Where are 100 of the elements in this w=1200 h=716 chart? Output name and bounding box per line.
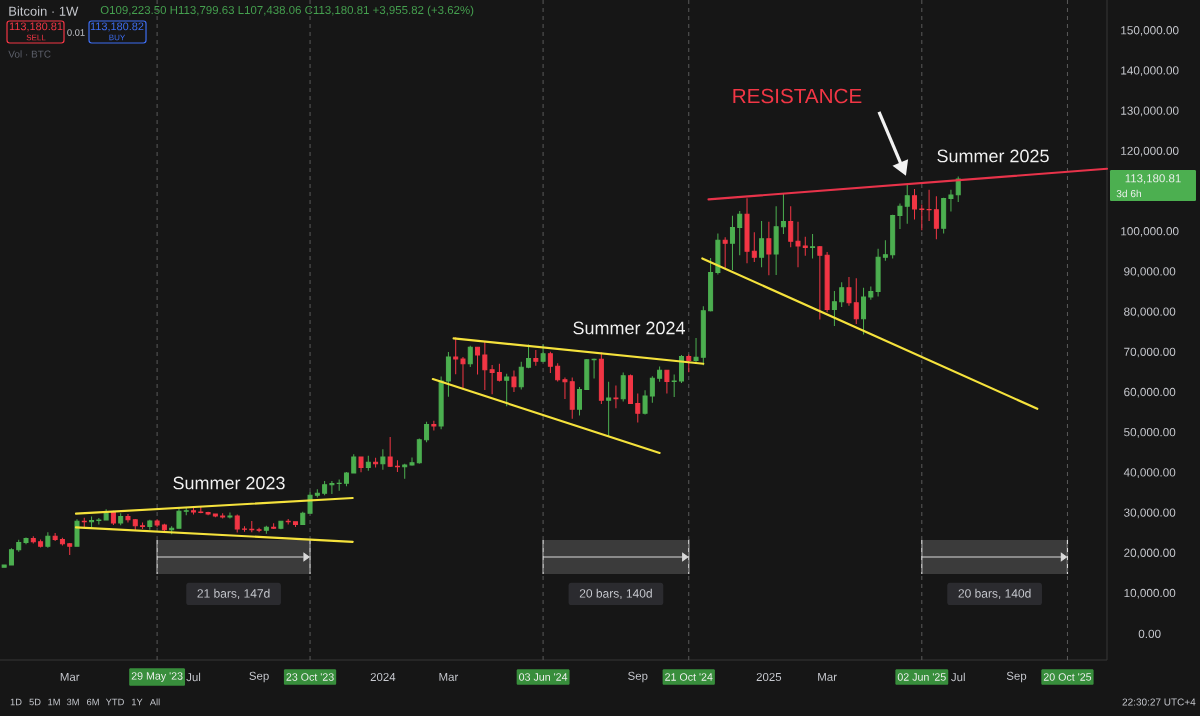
candlestick xyxy=(853,277,859,325)
text: 3M xyxy=(66,698,79,706)
annotation: BUY xyxy=(109,34,126,41)
candlestick xyxy=(941,197,947,235)
candlestick xyxy=(322,480,328,496)
band-label: 20 bars, 140d xyxy=(579,588,652,600)
ref-line-label: 23 Oct '23 xyxy=(286,673,334,681)
candlestick xyxy=(948,189,954,212)
annotation: 113,180.82 xyxy=(90,22,144,32)
candlestick xyxy=(387,436,393,468)
candlestick xyxy=(766,221,772,276)
candlestick xyxy=(824,251,830,313)
annotation: SELL xyxy=(26,34,46,41)
candlestick xyxy=(249,520,255,533)
ref-line-label: 29 May '23 xyxy=(131,672,183,682)
candlestick xyxy=(846,276,852,307)
candlestick xyxy=(504,373,510,407)
candlestick xyxy=(890,214,896,259)
candlestick xyxy=(751,231,757,263)
candlestick xyxy=(868,286,874,301)
text: 1D xyxy=(10,698,22,706)
candlestick xyxy=(715,233,721,276)
y-tick-label: 40,000.00 xyxy=(1123,468,1176,478)
x-tick-label: 2025 xyxy=(756,672,782,682)
candlestick xyxy=(584,358,590,391)
candlestick xyxy=(45,531,51,549)
candlestick xyxy=(555,362,561,382)
candlestick xyxy=(8,547,14,566)
candlestick xyxy=(533,349,539,367)
candlestick xyxy=(810,233,816,259)
candlestick xyxy=(278,520,284,530)
candlestick xyxy=(540,343,546,363)
candlestick xyxy=(642,389,648,415)
candlestick xyxy=(103,508,109,522)
candlestick xyxy=(176,507,182,529)
candlestick xyxy=(882,239,888,262)
candlestick xyxy=(759,220,765,268)
candlestick xyxy=(30,535,36,544)
text: 1M xyxy=(48,698,60,706)
annotation: 0.01 xyxy=(67,29,85,36)
annotation: RESISTANCE xyxy=(733,88,862,104)
candlestick xyxy=(577,386,583,417)
candlestick xyxy=(817,245,823,321)
candlestick xyxy=(453,336,459,375)
candlestick xyxy=(416,438,422,465)
candlestick xyxy=(635,393,641,423)
candlestick xyxy=(147,519,153,531)
candlestick xyxy=(708,257,714,312)
x-tick-label: 2024 xyxy=(370,672,396,682)
candlestick xyxy=(831,290,837,327)
candlestick xyxy=(424,421,430,443)
text: 5D xyxy=(29,698,41,706)
candlestick xyxy=(904,183,910,225)
candlestick xyxy=(242,525,247,533)
candlestick xyxy=(431,420,437,431)
candlestick xyxy=(511,370,517,393)
chart-title: Bitcoin · 1W xyxy=(9,6,79,16)
candlestick xyxy=(1,564,7,569)
candlestick xyxy=(861,287,867,335)
candlestick xyxy=(912,188,918,220)
candlestick xyxy=(314,488,320,499)
x-tick-label: Sep xyxy=(1006,671,1027,683)
y-tick-label: 140,000.00 xyxy=(1121,66,1179,76)
text: 113,180.81 xyxy=(1125,174,1181,184)
candlestick xyxy=(438,376,444,430)
x-tick-label: Jul xyxy=(951,672,965,682)
candlestick xyxy=(664,369,670,394)
candlestick xyxy=(722,236,728,270)
candlestick xyxy=(788,205,794,248)
candlestick xyxy=(125,513,131,524)
candlestick xyxy=(256,527,262,533)
candlestick xyxy=(59,537,65,546)
candlestick xyxy=(402,463,408,480)
candlestick xyxy=(649,375,655,404)
candlestick xyxy=(96,517,102,526)
y-tick-label: 0.00 xyxy=(1138,629,1161,638)
candlestick xyxy=(802,236,808,257)
y-tick-label: 100,000.00 xyxy=(1121,227,1179,237)
candlestick xyxy=(569,376,575,420)
candlestick xyxy=(693,337,699,364)
candlestick xyxy=(875,248,881,298)
candlestick xyxy=(627,374,633,405)
candlestick xyxy=(657,366,663,383)
annotation: 113,180.81 xyxy=(9,22,63,32)
ref-line-label: 02 Jun '25 xyxy=(897,673,946,681)
candlestick xyxy=(380,448,386,471)
candlestick xyxy=(154,518,160,528)
candlestick xyxy=(686,354,692,373)
candlestick xyxy=(52,532,58,542)
candlestick xyxy=(183,507,189,516)
candlestick xyxy=(919,204,925,231)
candlestick xyxy=(409,456,415,467)
candlestick xyxy=(365,455,371,472)
y-tick-label: 130,000.00 xyxy=(1121,106,1179,117)
candlestick xyxy=(74,518,80,548)
y-tick-label: 50,000.00 xyxy=(1124,428,1176,438)
y-tick-label: 120,000.00 xyxy=(1121,146,1179,157)
candlestick xyxy=(526,343,532,369)
candlestick xyxy=(496,363,502,382)
x-tick-label: Sep xyxy=(249,671,269,683)
